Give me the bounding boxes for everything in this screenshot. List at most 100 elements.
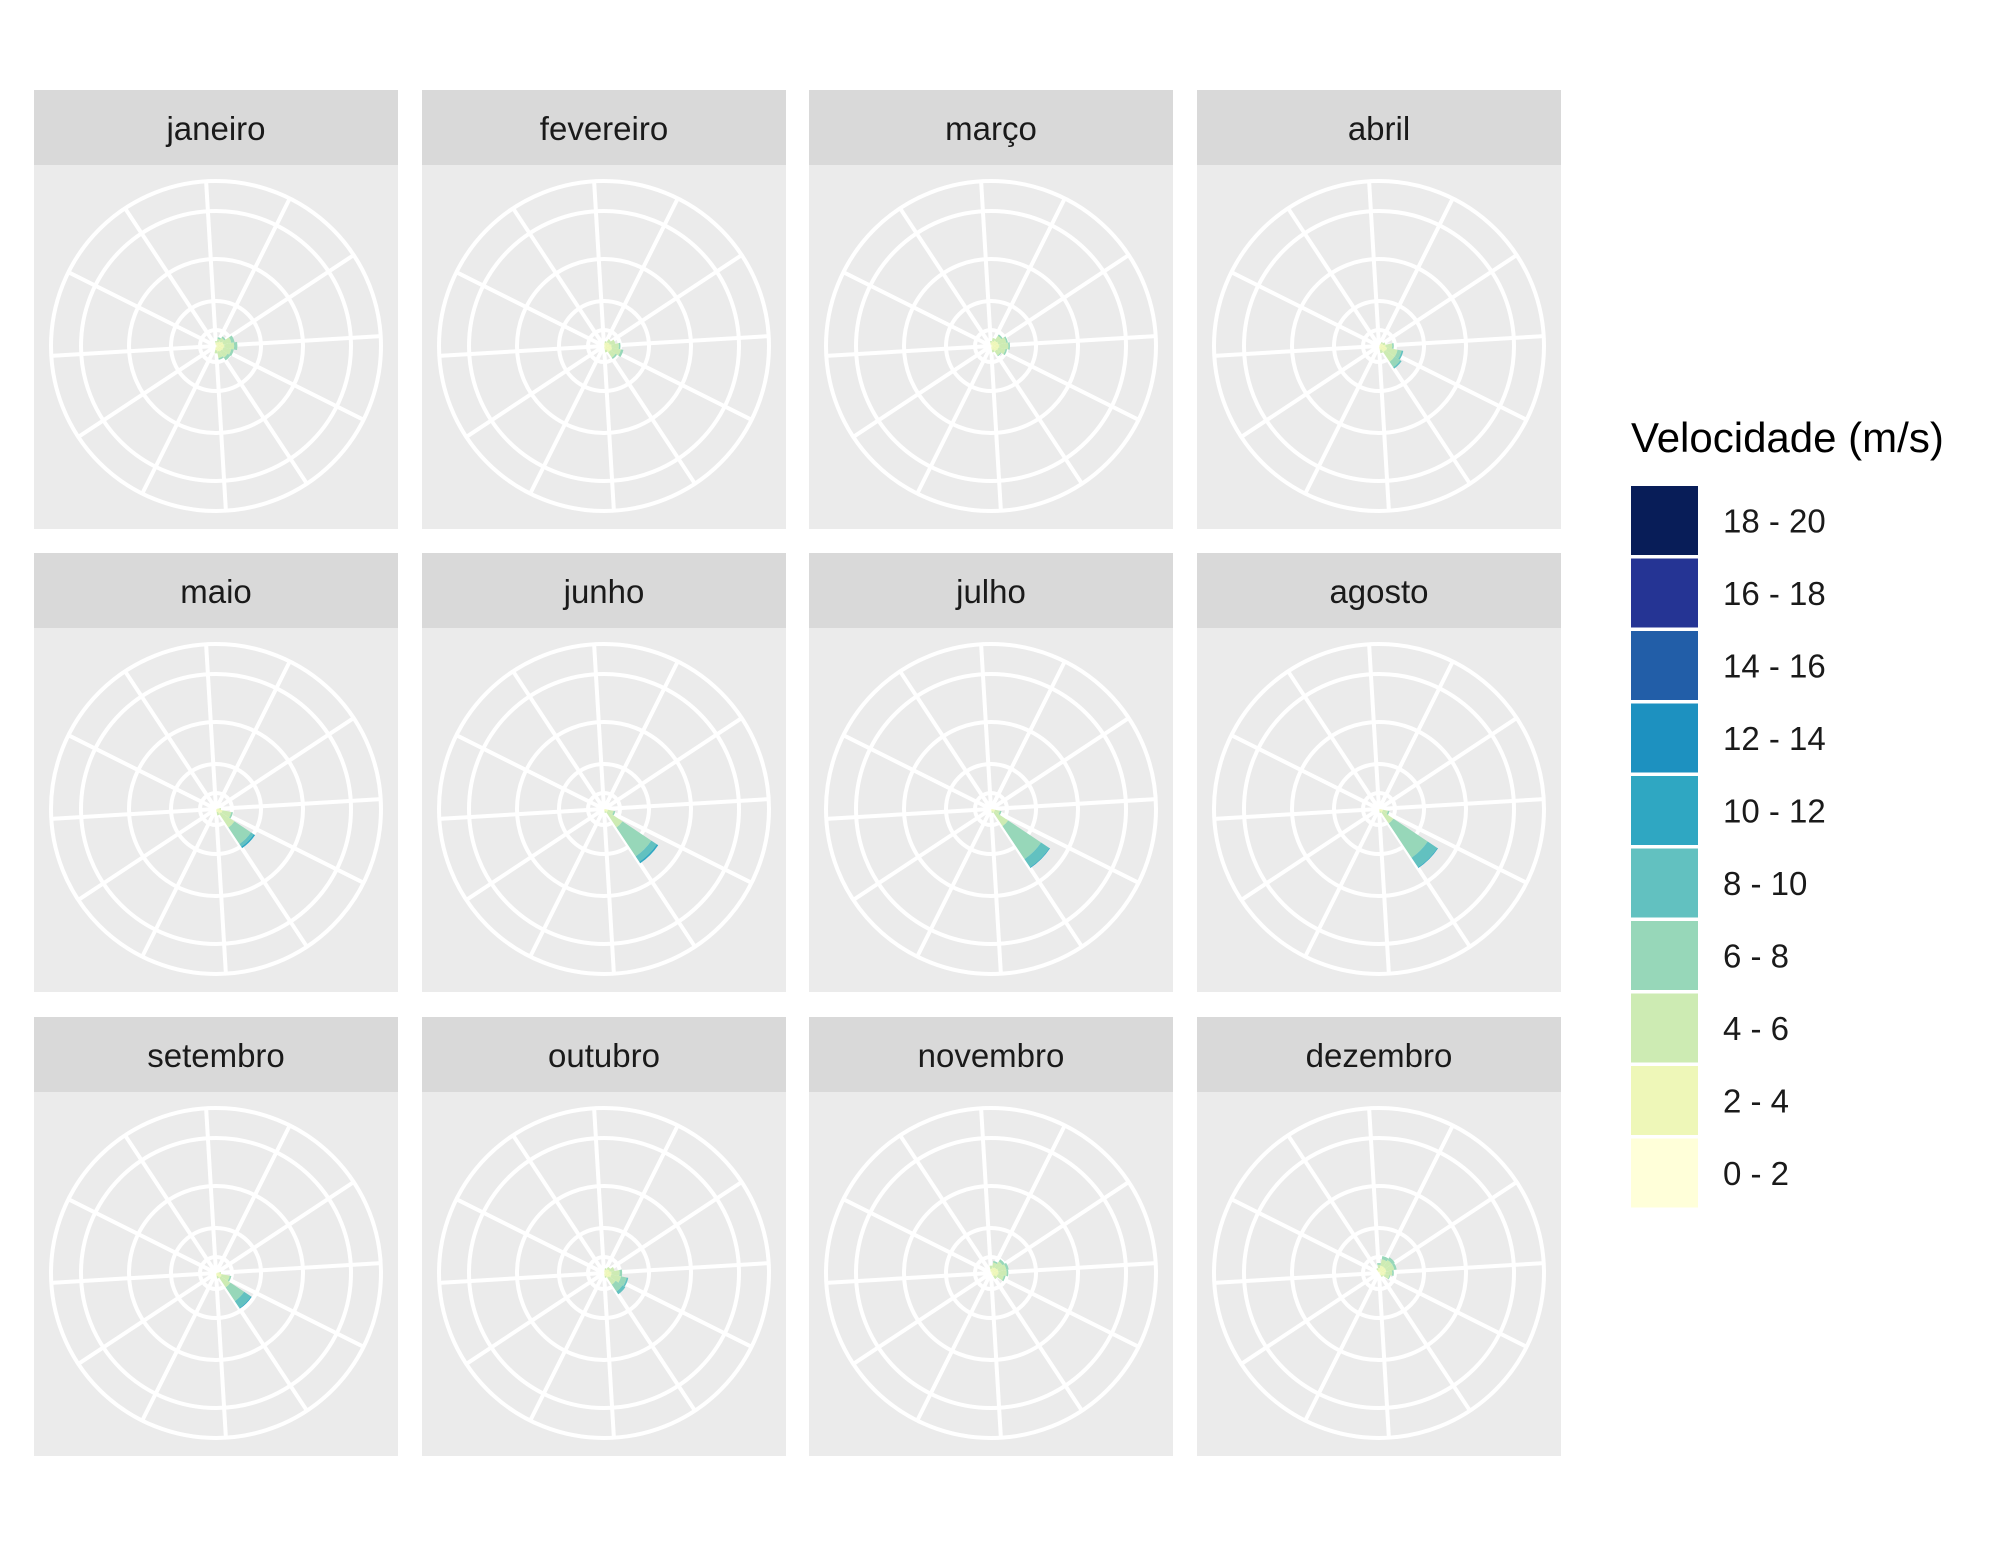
wind-bar-segment	[606, 1266, 611, 1271]
grid-spoke	[603, 807, 753, 885]
grid-spoke	[1377, 808, 1391, 974]
wind-bar-segment	[1381, 1256, 1389, 1262]
wind-bar-segment	[991, 337, 996, 342]
wind-bar-segment	[992, 1262, 997, 1269]
grid-spoke	[455, 1197, 605, 1275]
wind-bar-segment	[216, 1273, 221, 1278]
wind-bar-segment	[991, 809, 995, 813]
facet-title: setembro	[147, 1037, 285, 1074]
grid-spoke	[602, 197, 680, 347]
wind-bar-segment	[219, 812, 235, 828]
grid-spoke	[1286, 1134, 1381, 1275]
wind-bar-segment	[216, 346, 217, 347]
grid-spoke	[602, 716, 743, 811]
wind-bar-segment	[215, 342, 217, 346]
wind-bar-segment	[216, 809, 223, 813]
wind-bars	[1376, 1256, 1397, 1280]
wind-bar-segment	[1029, 847, 1050, 868]
wind-bar-segment	[216, 811, 220, 816]
wind-bar-segment	[229, 812, 233, 819]
wind-bar-segment	[1392, 1262, 1397, 1270]
grid-spoke	[1230, 270, 1380, 348]
wind-bar-segment	[216, 346, 220, 352]
grid-spoke	[214, 345, 228, 511]
grid-spoke	[989, 1180, 1130, 1275]
grid-ring	[902, 720, 1080, 898]
wind-bar-segment	[1391, 343, 1394, 349]
polar-grid	[1212, 179, 1546, 513]
facet-title: novembro	[918, 1037, 1065, 1074]
facet-panel: agosto	[1197, 553, 1561, 992]
wind-bar-segment	[991, 349, 995, 353]
polar-grid	[437, 1106, 771, 1440]
wind-bar-segment	[991, 1271, 999, 1275]
wind-bar-segment	[219, 1272, 221, 1274]
grid-spoke	[214, 344, 309, 485]
wind-bar-segment	[604, 1273, 605, 1274]
wind-bar-segment	[216, 341, 219, 346]
grid-ring	[1290, 1184, 1468, 1362]
grid-spoke	[979, 644, 993, 810]
grid-ring	[467, 209, 741, 483]
grid-ring	[169, 762, 263, 856]
grid-ring	[557, 299, 651, 393]
grid-ring	[902, 1184, 1080, 1362]
grid-spoke	[990, 344, 1140, 422]
wind-bar-segment	[224, 342, 235, 350]
wind-bar-segment	[991, 346, 994, 351]
wind-bar-segment	[604, 341, 607, 344]
wind-bar-segment	[606, 339, 611, 344]
wind-bar-segment	[1383, 350, 1395, 362]
grid-spoke	[979, 1108, 993, 1274]
wind-bar-segment	[216, 808, 220, 810]
facet-title: janeiro	[165, 110, 265, 147]
grid-spoke	[439, 807, 605, 821]
grid-ring	[515, 720, 693, 898]
grid-spoke	[842, 270, 992, 348]
grid-spoke	[989, 1124, 1067, 1274]
grid-spoke	[898, 670, 993, 811]
legend-key-label: 16 - 18	[1723, 575, 1826, 612]
grid-spoke	[67, 270, 217, 348]
wind-bar-segment	[997, 347, 1006, 355]
wind-bar-segment	[1379, 344, 1386, 348]
grid-spoke	[603, 797, 769, 811]
wind-bar-segment	[608, 1267, 615, 1272]
wind-bar-segment	[1007, 342, 1010, 350]
wind-bar-segment	[618, 1276, 627, 1286]
grid-ring	[79, 209, 353, 483]
wind-bar-segment	[241, 834, 256, 849]
grid-ring	[1212, 642, 1546, 976]
wind-bar-segment	[234, 1291, 251, 1308]
legend-key-label: 10 - 12	[1723, 793, 1826, 830]
grid-spoke	[852, 344, 993, 439]
wind-bar-segment	[604, 809, 609, 812]
wind-bar-segment	[994, 335, 1002, 343]
wind-bar-segment	[604, 342, 610, 346]
grid-spoke	[123, 670, 218, 811]
facet-strip	[422, 90, 786, 165]
grid-spoke	[602, 1272, 616, 1438]
wind-bar-segment	[611, 1269, 620, 1277]
wind-bar-segment	[221, 336, 226, 341]
grid-spoke	[603, 334, 769, 348]
facet-panel: novembro	[809, 1017, 1173, 1456]
wind-bar-segment	[607, 1276, 616, 1285]
wind-bar-segment	[1411, 841, 1438, 868]
grid-spoke	[898, 207, 993, 348]
wind-bar-segment	[991, 809, 992, 810]
legend-key-swatch	[1631, 921, 1698, 990]
wind-bar-segment	[997, 337, 1007, 345]
grid-spoke	[1240, 807, 1381, 902]
wind-bars	[216, 808, 256, 849]
grid-spoke	[603, 344, 753, 422]
wind-bar-segment	[216, 346, 222, 352]
wind-bar-segment	[215, 346, 217, 351]
wind-bar-segment	[604, 811, 607, 814]
grid-spoke	[592, 644, 606, 810]
wind-bar-segment	[991, 1273, 998, 1277]
wind-bar-segment	[604, 1272, 605, 1273]
wind-bar-segment	[1379, 1265, 1384, 1273]
wind-bar-segment	[1393, 360, 1402, 369]
grid-spoke	[455, 270, 605, 348]
